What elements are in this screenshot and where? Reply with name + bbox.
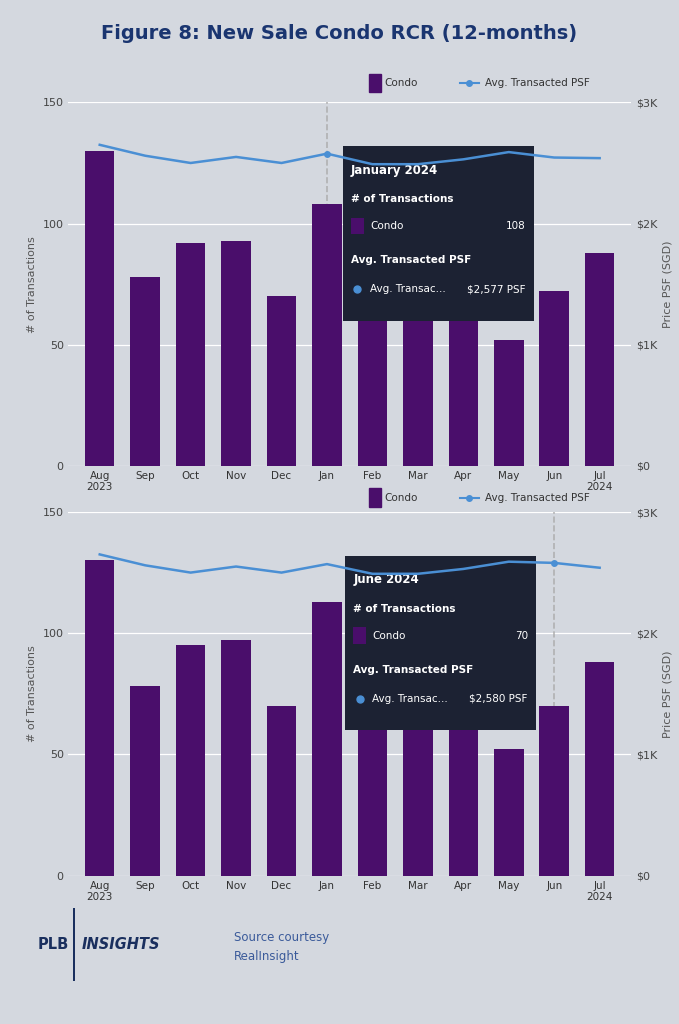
Bar xyxy=(351,217,364,234)
Y-axis label: # of Transactions: # of Transactions xyxy=(27,236,37,333)
FancyBboxPatch shape xyxy=(345,556,536,730)
Text: Avg. Transacted PSF: Avg. Transacted PSF xyxy=(485,78,589,88)
Bar xyxy=(358,321,387,466)
Bar xyxy=(369,488,381,507)
Text: Condo: Condo xyxy=(384,78,418,88)
Bar xyxy=(312,204,342,466)
Bar xyxy=(221,241,251,466)
Text: # of Transactions: # of Transactions xyxy=(351,195,454,205)
Bar xyxy=(369,74,381,92)
Bar xyxy=(267,296,296,466)
Text: Source courtesy
RealInsight: Source courtesy RealInsight xyxy=(234,931,329,963)
Text: PLB: PLB xyxy=(37,937,69,951)
Y-axis label: Price PSF (SGD): Price PSF (SGD) xyxy=(663,241,673,328)
Bar xyxy=(539,292,569,466)
Text: 108: 108 xyxy=(506,221,526,231)
Bar xyxy=(353,627,366,644)
Bar xyxy=(494,750,524,876)
Text: # of Transactions: # of Transactions xyxy=(353,604,456,614)
Text: January 2024: January 2024 xyxy=(351,164,439,177)
Text: INSIGHTS: INSIGHTS xyxy=(81,937,160,951)
Text: Avg. Transacted PSF: Avg. Transacted PSF xyxy=(351,255,471,265)
Bar xyxy=(130,276,160,466)
Bar xyxy=(358,718,387,876)
Bar xyxy=(449,580,478,876)
Bar xyxy=(585,253,614,466)
Text: Figure 8: New Sale Condo RCR (12-months): Figure 8: New Sale Condo RCR (12-months) xyxy=(101,24,578,43)
Bar xyxy=(494,340,524,466)
Bar xyxy=(449,170,478,466)
Text: $2,577 PSF: $2,577 PSF xyxy=(467,284,526,294)
Text: Avg. Transacted PSF: Avg. Transacted PSF xyxy=(485,493,589,503)
Y-axis label: Price PSF (SGD): Price PSF (SGD) xyxy=(663,650,673,737)
Bar xyxy=(585,663,614,876)
Text: Condo: Condo xyxy=(384,493,418,503)
Bar xyxy=(85,560,115,876)
Bar xyxy=(85,151,115,466)
Bar xyxy=(312,602,342,876)
Text: $2,580 PSF: $2,580 PSF xyxy=(469,693,528,703)
Text: Condo: Condo xyxy=(370,221,403,231)
FancyBboxPatch shape xyxy=(343,146,534,321)
Bar xyxy=(221,640,251,876)
Bar xyxy=(73,908,75,981)
Text: June 2024: June 2024 xyxy=(353,573,419,587)
Bar xyxy=(403,284,433,466)
Bar xyxy=(176,243,205,466)
Y-axis label: # of Transactions: # of Transactions xyxy=(27,645,37,742)
Bar xyxy=(130,686,160,876)
Text: Avg. Transacted PSF: Avg. Transacted PSF xyxy=(353,665,473,675)
Text: Avg. Transac...: Avg. Transac... xyxy=(372,693,448,703)
Bar xyxy=(403,718,433,876)
Text: Avg. Transac...: Avg. Transac... xyxy=(370,284,446,294)
Bar xyxy=(539,706,569,876)
Bar xyxy=(267,706,296,876)
Text: 70: 70 xyxy=(515,631,528,641)
Bar xyxy=(176,645,205,876)
Text: Condo: Condo xyxy=(372,631,406,641)
